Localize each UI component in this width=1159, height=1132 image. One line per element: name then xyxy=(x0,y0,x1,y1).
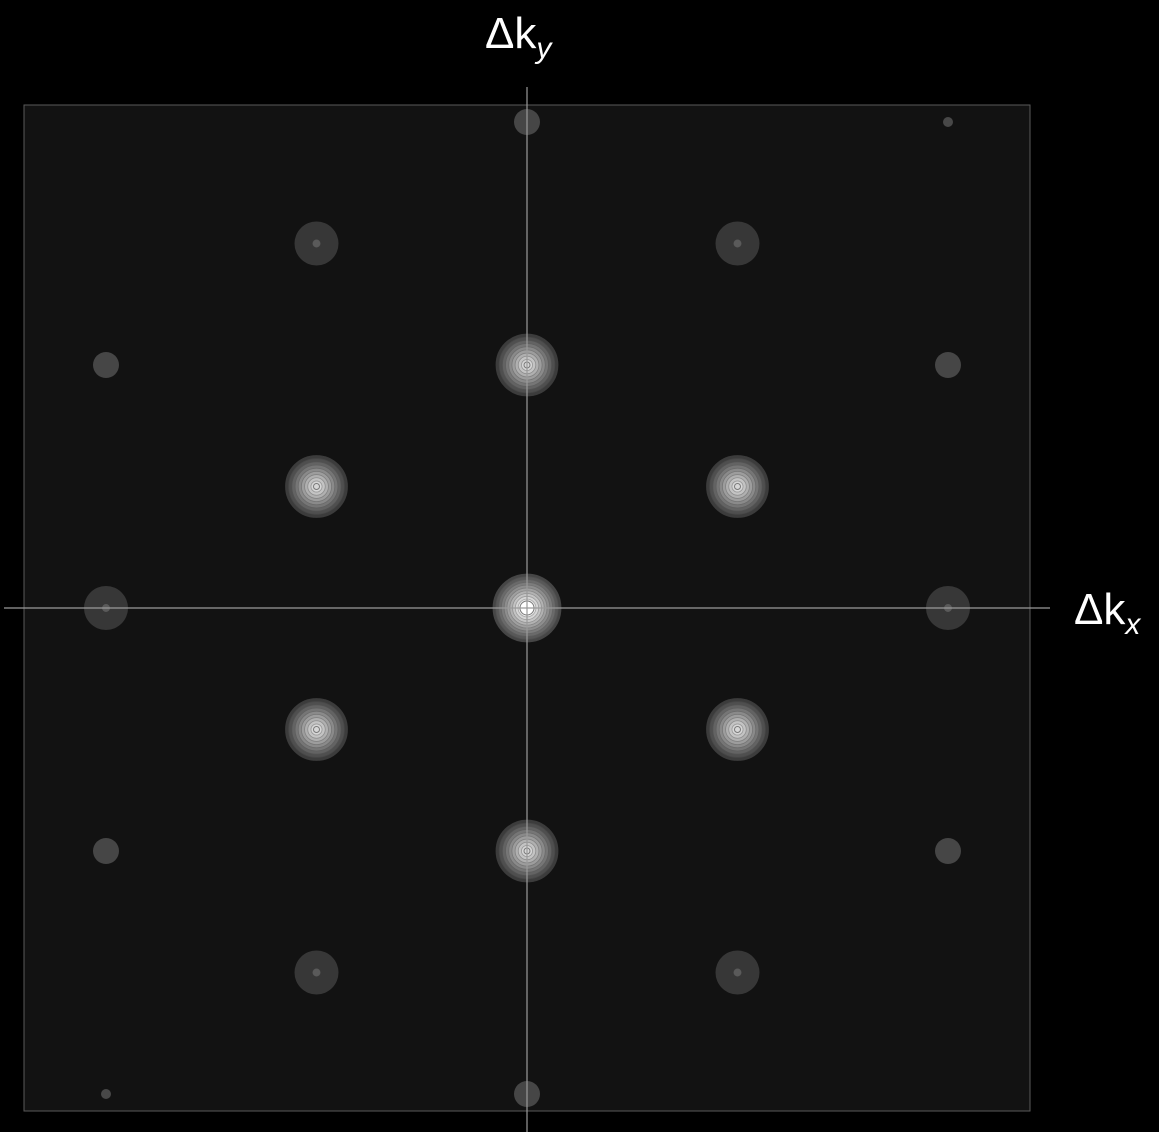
peak-2-4 xyxy=(943,117,953,127)
peak-ring xyxy=(731,480,744,493)
peak--1-1 xyxy=(285,455,348,518)
peak-ring xyxy=(310,723,323,736)
peak-core xyxy=(734,483,741,490)
peak-ring xyxy=(93,838,119,864)
ky-axis-label: Δky xyxy=(485,9,553,65)
peak-ring xyxy=(101,1089,111,1099)
peak--1-3 xyxy=(294,221,339,266)
peak--2--2 xyxy=(93,838,119,864)
peak-core xyxy=(313,483,320,490)
kx-axis-label-sub: x xyxy=(1123,608,1141,641)
peak-1-3 xyxy=(715,221,760,266)
peak-1-1 xyxy=(706,455,769,518)
peak-ring xyxy=(733,968,742,977)
peak--2-2 xyxy=(93,352,119,378)
peak-ring xyxy=(312,239,321,248)
kx-axis-label-main: Δk xyxy=(1074,585,1126,634)
peak-ring xyxy=(935,352,961,378)
peak-ring xyxy=(733,239,742,248)
diffraction-peaks xyxy=(84,109,970,1107)
peak-ring xyxy=(935,838,961,864)
peak-1--1 xyxy=(706,698,769,761)
kx-axis-label: Δkx xyxy=(1074,585,1141,641)
peak--1--3 xyxy=(294,950,339,995)
ky-axis-label-sub: y xyxy=(534,32,553,65)
peak-core xyxy=(734,726,741,733)
peak-ring xyxy=(312,968,321,977)
peak-2-2 xyxy=(935,352,961,378)
peak-ring xyxy=(943,117,953,127)
peak-ring xyxy=(731,723,744,736)
peak-core xyxy=(313,726,320,733)
peak-ring xyxy=(93,352,119,378)
peak-ring xyxy=(310,480,323,493)
peak-1--3 xyxy=(715,950,760,995)
peak-2--2 xyxy=(935,838,961,864)
peak--1--1 xyxy=(285,698,348,761)
ky-axis-label-main: Δk xyxy=(485,9,537,58)
peak--2--4 xyxy=(101,1089,111,1099)
